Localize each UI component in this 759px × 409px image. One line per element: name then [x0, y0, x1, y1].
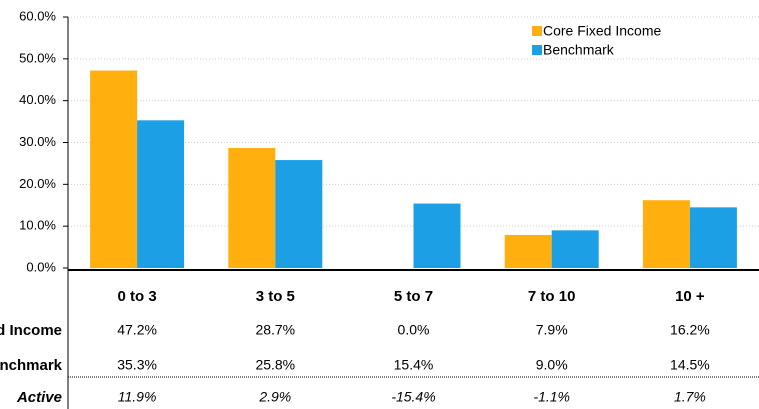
table-cell: -1.1%: [533, 389, 570, 405]
table-cell: -15.4%: [391, 389, 435, 405]
row-label: Active: [16, 389, 62, 406]
bar: [689, 207, 737, 268]
bar: [228, 147, 276, 268]
bar: [137, 120, 185, 268]
table-cell: 47.2%: [117, 322, 157, 338]
y-tick-label: 60.0%: [19, 8, 56, 23]
table-cell: 0.0%: [398, 322, 430, 338]
bar: [413, 203, 461, 268]
x-tick-label: 0 to 3: [118, 288, 157, 305]
table-cell: 35.3%: [117, 357, 157, 373]
y-tick-label: 0.0%: [26, 259, 56, 274]
x-tick-label: 5 to 7: [394, 288, 433, 305]
table-cell: 28.7%: [255, 322, 295, 338]
table-cell: 9.0%: [536, 357, 568, 373]
x-tick-label: 7 to 10: [528, 288, 576, 305]
legend-swatch: [532, 26, 542, 36]
y-tick-label: 30.0%: [19, 134, 56, 149]
table-cell: 15.4%: [394, 357, 434, 373]
table-cell: 25.8%: [255, 357, 295, 373]
bar: [642, 200, 690, 268]
legend-swatch: [532, 45, 542, 55]
bar: [551, 230, 599, 268]
y-tick-label: 10.0%: [19, 218, 56, 233]
y-tick-label: 20.0%: [19, 176, 56, 191]
row-label: Benchmark: [0, 357, 63, 374]
row-label: Core Fixed Income: [0, 322, 62, 339]
bar: [504, 234, 552, 268]
x-tick-label: 3 to 5: [256, 288, 295, 305]
x-tick-label: 10 +: [675, 288, 705, 305]
table-cell: 11.9%: [118, 389, 157, 405]
legend-label: Benchmark: [543, 42, 615, 58]
bar: [275, 160, 323, 268]
bar: [90, 70, 138, 269]
table-cell: 7.9%: [536, 322, 568, 338]
y-tick-label: 50.0%: [19, 50, 56, 65]
table-cell: 2.9%: [258, 389, 291, 405]
legend-label: Core Fixed Income: [543, 23, 661, 39]
table-cell: 16.2%: [670, 322, 710, 338]
table-cell: 1.7%: [674, 389, 706, 405]
table-cell: 14.5%: [670, 357, 710, 373]
y-tick-label: 40.0%: [19, 92, 56, 107]
